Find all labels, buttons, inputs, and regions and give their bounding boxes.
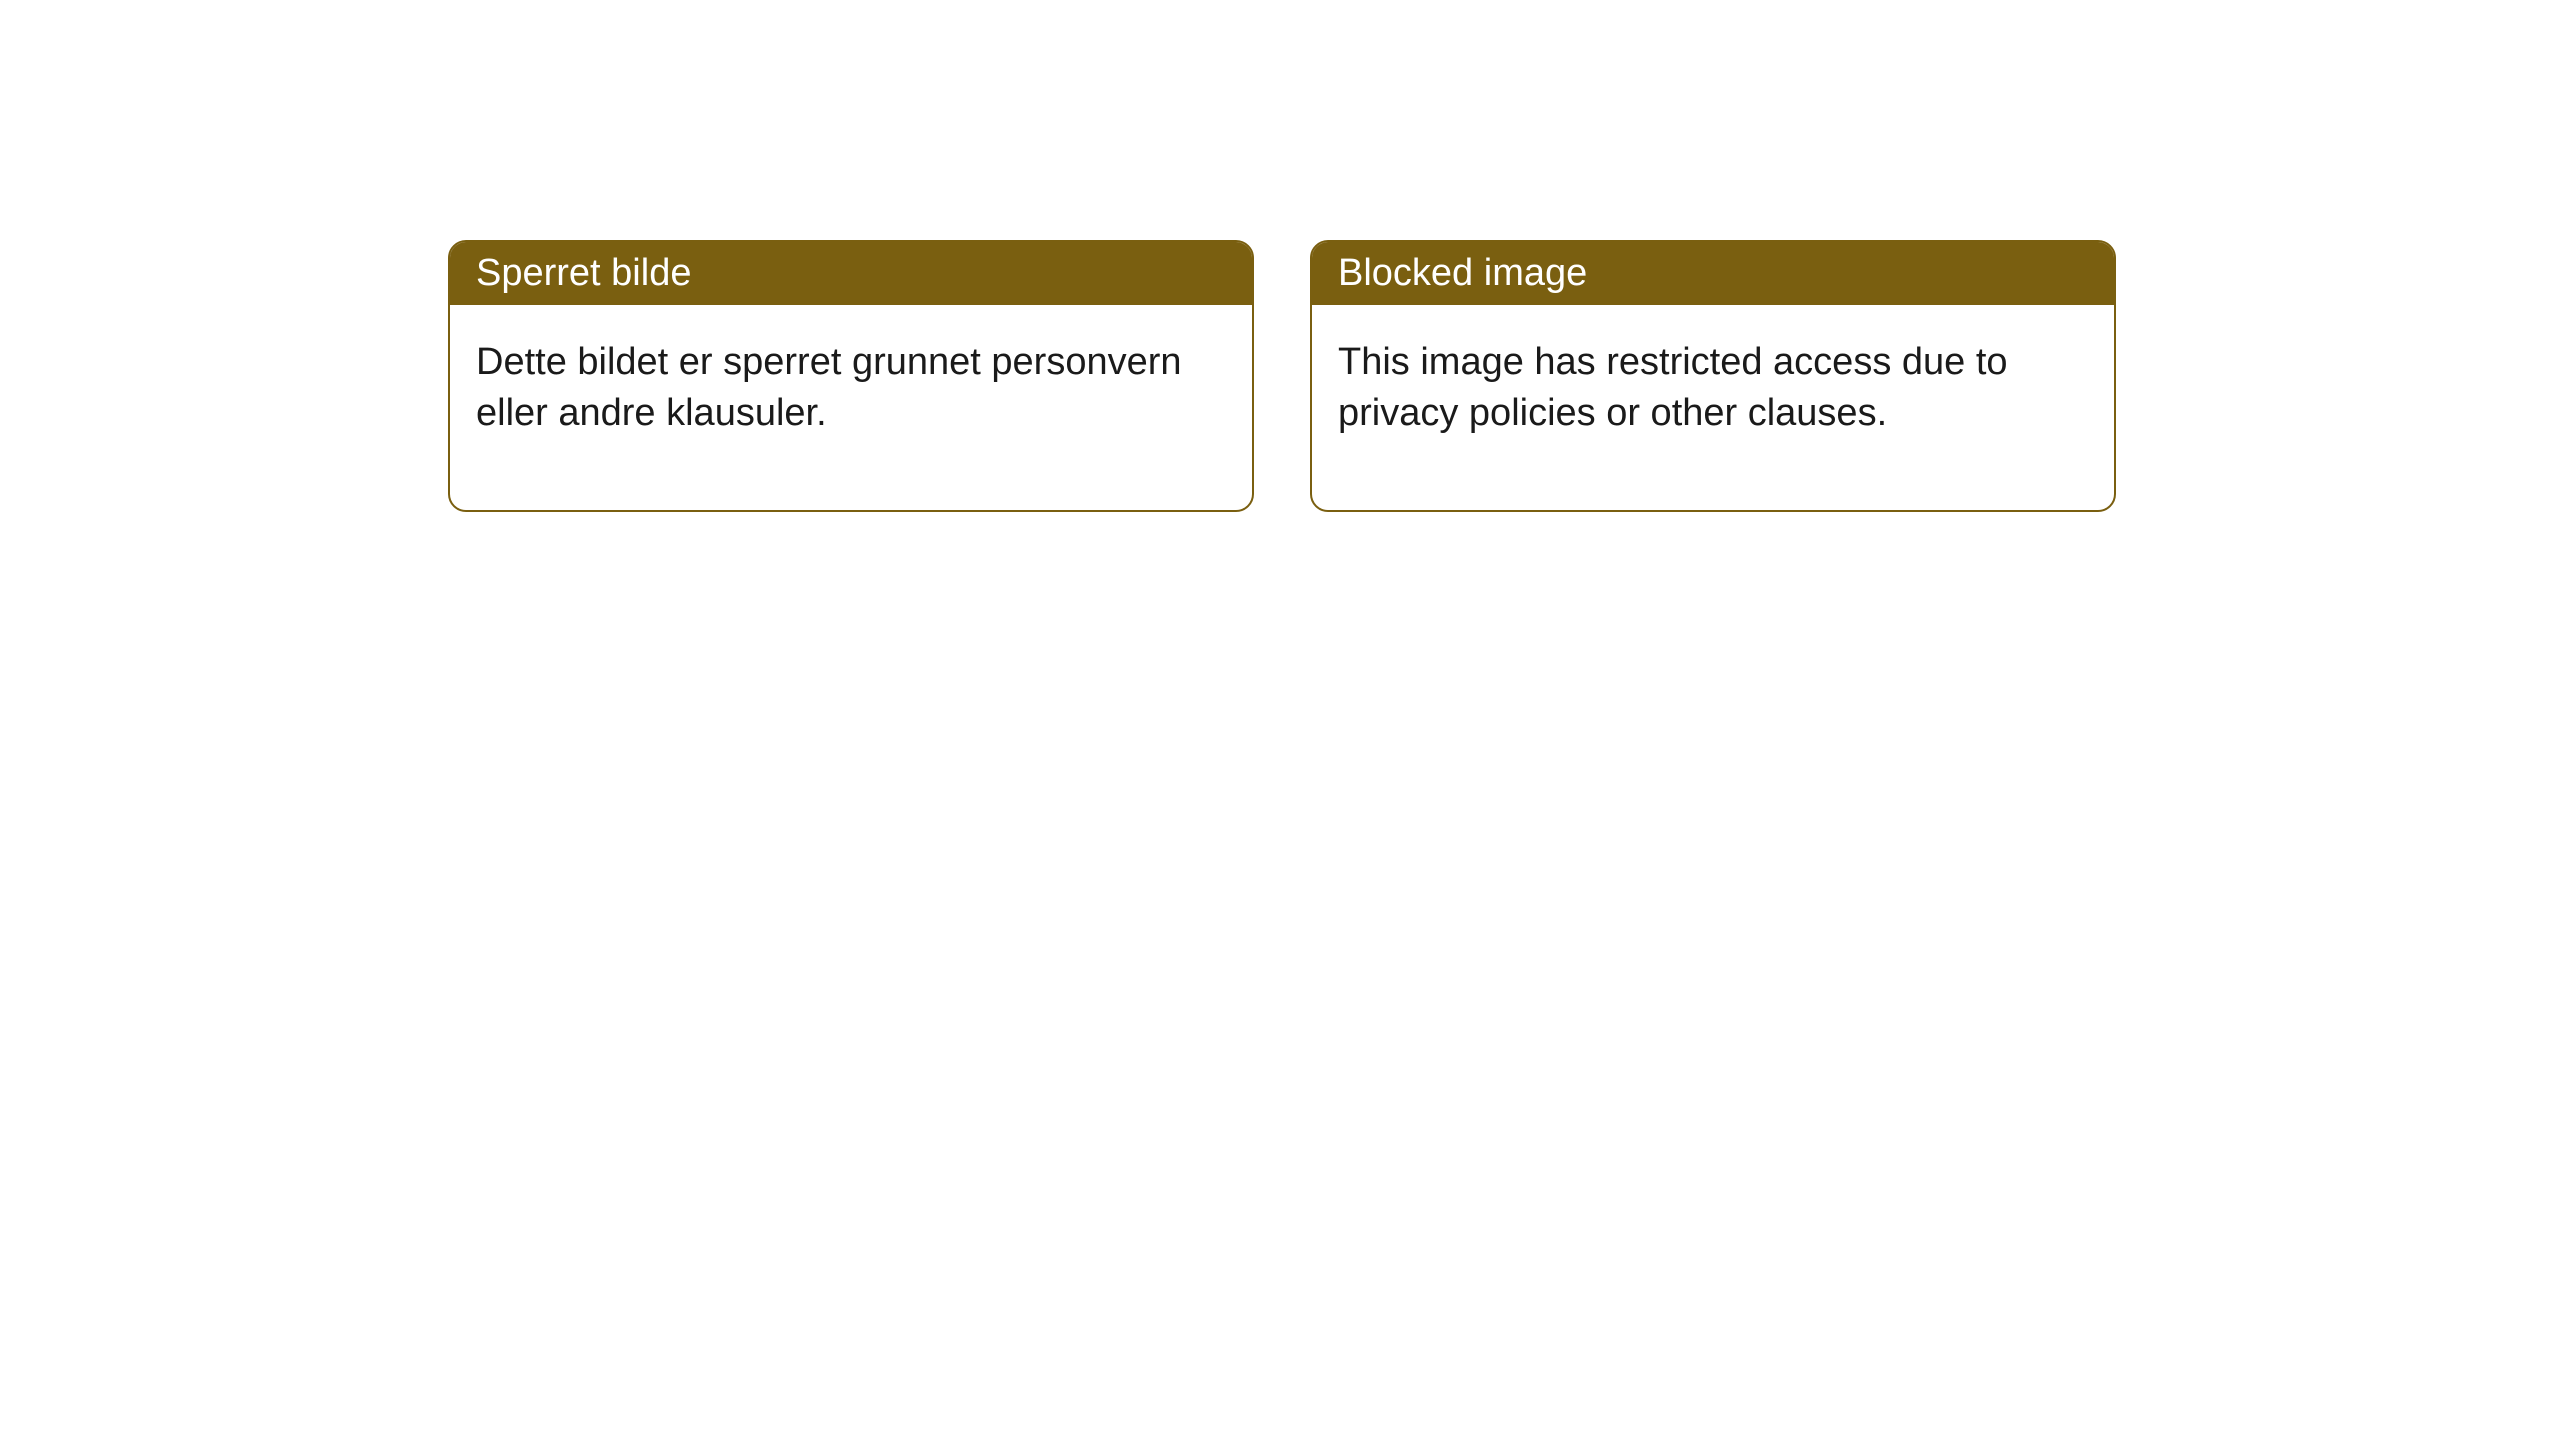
notice-container: Sperret bilde Dette bildet er sperret gr… <box>0 0 2560 512</box>
notice-card-text: This image has restricted access due to … <box>1338 341 2008 434</box>
notice-card-english: Blocked image This image has restricted … <box>1310 240 2116 512</box>
notice-card-body: This image has restricted access due to … <box>1312 305 2114 510</box>
notice-card-body: Dette bildet er sperret grunnet personve… <box>450 305 1252 510</box>
notice-card-title: Blocked image <box>1338 252 1587 294</box>
notice-card-header: Blocked image <box>1312 242 2114 305</box>
notice-card-text: Dette bildet er sperret grunnet personve… <box>476 341 1182 434</box>
notice-card-header: Sperret bilde <box>450 242 1252 305</box>
notice-card-norwegian: Sperret bilde Dette bildet er sperret gr… <box>448 240 1254 512</box>
notice-card-title: Sperret bilde <box>476 252 691 294</box>
